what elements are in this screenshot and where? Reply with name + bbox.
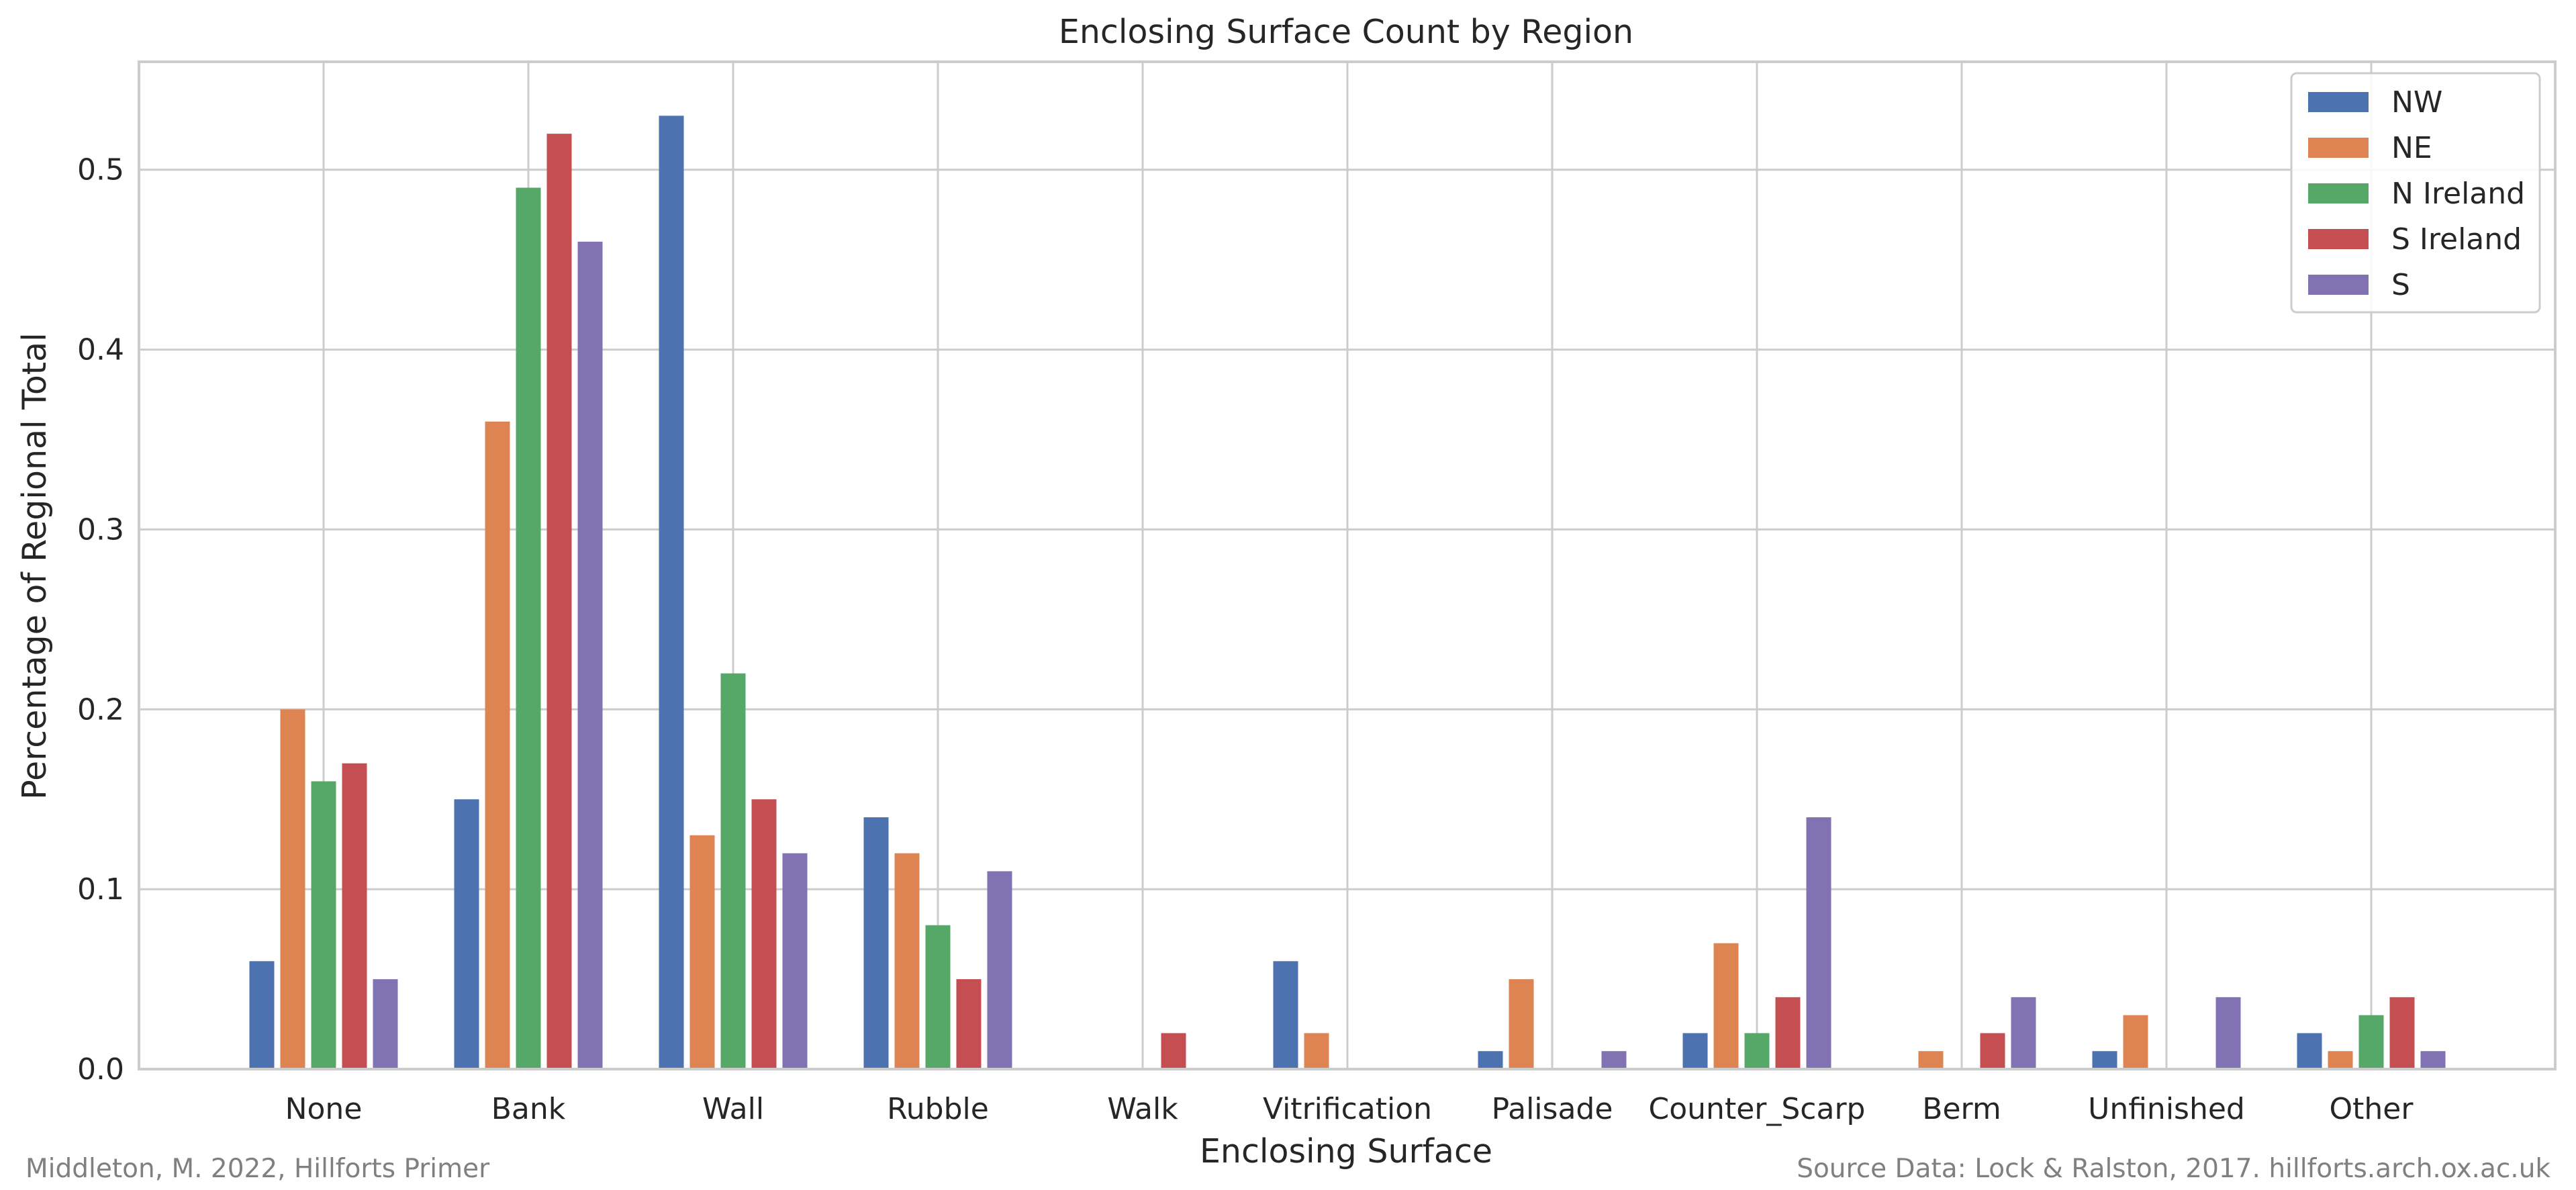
bar-ne xyxy=(689,835,715,1069)
bar-ne xyxy=(2328,1051,2353,1069)
bar-s xyxy=(2420,1051,2446,1069)
x-tick-label: Unfinished xyxy=(2088,1092,2245,1126)
x-tick-label: Rubble xyxy=(887,1092,989,1126)
plot-frame xyxy=(138,60,2557,1070)
legend-label: S Ireland xyxy=(2391,222,2522,257)
legend-label: S xyxy=(2391,268,2410,302)
bar-ne xyxy=(1713,943,1739,1069)
x-tick-label: Bank xyxy=(491,1092,566,1126)
x-tick-label: Wall xyxy=(702,1092,764,1126)
legend-label: NW xyxy=(2391,85,2442,120)
bar-nw xyxy=(249,961,275,1069)
bar-ne xyxy=(485,421,510,1069)
chart-title: Enclosing Surface Count by Region xyxy=(1059,13,1633,51)
bar-s-ireland xyxy=(956,979,982,1069)
y-tick-label: 0.2 xyxy=(77,692,124,727)
bar-ne xyxy=(1304,1033,1329,1069)
x-tick-label: Walk xyxy=(1107,1092,1178,1126)
bar-nw xyxy=(1682,1033,1708,1069)
bar-n-ireland xyxy=(2358,1015,2384,1069)
bar-s xyxy=(1806,817,1831,1069)
bar-s-ireland xyxy=(2389,997,2415,1069)
x-tick-label: Vitrification xyxy=(1263,1092,1432,1126)
bar-s xyxy=(577,241,603,1069)
bar-ne xyxy=(2123,1015,2148,1069)
bar-nw xyxy=(1273,961,1298,1069)
y-tick-label: 0.3 xyxy=(77,512,124,547)
bar-nw xyxy=(2297,1033,2322,1069)
bar-s-ireland xyxy=(546,134,572,1070)
legend-label: NE xyxy=(2391,131,2432,165)
x-tick-label: Counter_Scarp xyxy=(1649,1092,1866,1126)
bar-s-ireland xyxy=(751,799,777,1069)
bar-ne xyxy=(1509,979,1534,1069)
legend-swatch xyxy=(2308,275,2369,295)
bar-ne xyxy=(280,709,305,1069)
bar-s-ireland xyxy=(1980,1033,2005,1069)
bar-n-ireland xyxy=(720,673,746,1069)
bar-n-ireland xyxy=(311,781,336,1069)
bar-nw xyxy=(454,799,479,1069)
credit-right: Source Data: Lock & Ralston, 2017. hillf… xyxy=(1797,1154,2550,1184)
bar-n-ireland xyxy=(516,187,541,1069)
y-tick-label: 0.1 xyxy=(77,872,124,907)
y-tick-label: 0.4 xyxy=(77,333,124,367)
bar-s xyxy=(373,979,398,1069)
bar-s-ireland xyxy=(1161,1033,1186,1069)
credit-left: Middleton, M. 2022, Hillforts Primer xyxy=(26,1154,490,1184)
bar-nw xyxy=(659,116,684,1069)
x-tick-label: None xyxy=(285,1092,363,1126)
bar-n-ireland xyxy=(1744,1033,1770,1069)
bar-nw xyxy=(1478,1051,1503,1069)
legend: NW NE N Ireland S Ireland S xyxy=(2290,72,2541,314)
bar-ne xyxy=(1918,1051,1944,1069)
y-axis-label: Percentage of Regional Total xyxy=(15,332,54,799)
x-tick-label: Berm xyxy=(1922,1092,2001,1126)
bar-nw xyxy=(2092,1051,2117,1069)
grid-layer xyxy=(139,62,2555,1070)
y-tick-label: 0.5 xyxy=(77,153,124,187)
legend-box xyxy=(2290,72,2541,314)
bar-ne xyxy=(894,853,920,1069)
bar-s xyxy=(782,853,808,1069)
bar-s-ireland xyxy=(1775,997,1801,1069)
bar-s xyxy=(2011,997,2036,1069)
x-tick-label: Palisade xyxy=(1492,1092,1613,1126)
bar-s xyxy=(987,871,1012,1069)
bar-n-ireland xyxy=(925,925,951,1069)
ticks-layer: 0.0 0.1 0.2 0.3 0.4 0.5 None Bank Wall Rubble Walk… xyxy=(77,153,2414,1126)
legend-label: N Ireland xyxy=(2391,177,2525,211)
x-tick-label: Other xyxy=(2330,1092,2414,1126)
legend-swatch xyxy=(2308,229,2369,249)
legend-swatch xyxy=(2308,92,2369,112)
y-tick-label: 0.0 xyxy=(77,1052,124,1087)
x-axis-label: Enclosing Surface xyxy=(1200,1132,1492,1171)
bar-s xyxy=(1601,1051,1627,1069)
bars-layer xyxy=(249,116,2446,1070)
bar-nw xyxy=(863,817,889,1069)
bar-s-ireland xyxy=(342,763,367,1069)
legend-swatch xyxy=(2308,183,2369,203)
bar-s xyxy=(2215,997,2241,1069)
legend-swatch xyxy=(2308,138,2369,158)
